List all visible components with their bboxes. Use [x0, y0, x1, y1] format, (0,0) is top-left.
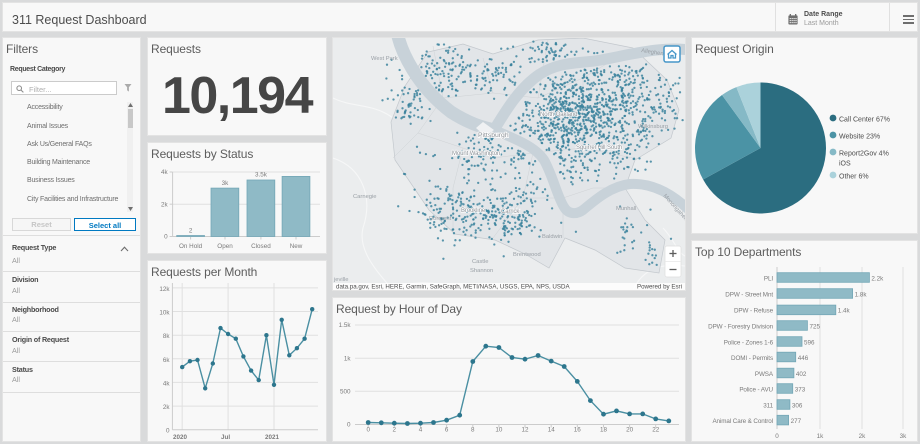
svg-text:West Park: West Park [371, 56, 398, 62]
svg-text:Call Center 67%: Call Center 67% [839, 117, 890, 124]
svg-text:8: 8 [471, 427, 475, 434]
svg-text:Animal Care & Control: Animal Care & Control [712, 418, 773, 425]
svg-text:Open: Open [217, 243, 233, 250]
svg-text:Carrick: Carrick [501, 209, 520, 215]
svg-text:8k: 8k [163, 333, 171, 340]
svg-text:iOS: iOS [839, 161, 851, 168]
svg-text:22: 22 [652, 427, 660, 434]
svg-text:PLI: PLI [764, 275, 774, 282]
svg-text:DPW - Street Mnt: DPW - Street Mnt [725, 291, 773, 298]
svg-text:Castle: Castle [472, 259, 488, 265]
svg-text:10k: 10k [159, 310, 170, 317]
svg-text:1k: 1k [344, 355, 352, 362]
svg-text:Report2Gov 4%: Report2Gov 4% [839, 151, 889, 158]
svg-text:306: 306 [792, 402, 803, 409]
svg-text:4k: 4k [163, 380, 171, 387]
svg-text:0: 0 [164, 234, 168, 241]
svg-text:2021: 2021 [265, 434, 280, 441]
svg-text:596: 596 [804, 339, 815, 346]
svg-text:0: 0 [366, 427, 370, 434]
svg-text:2: 2 [189, 228, 193, 235]
svg-text:Police - Zones 1-6: Police - Zones 1-6 [724, 339, 774, 346]
svg-text:12k: 12k [159, 286, 170, 293]
svg-text:2: 2 [393, 427, 397, 434]
svg-text:Closed: Closed [251, 243, 271, 250]
svg-text:0: 0 [347, 422, 351, 429]
svg-text:6: 6 [445, 427, 449, 434]
svg-text:Alleghen: Alleghen [641, 48, 664, 57]
svg-text:4k: 4k [161, 169, 169, 176]
svg-text:Carnegie: Carnegie [353, 194, 377, 200]
svg-text:Pittsburgh: Pittsburgh [478, 132, 509, 139]
svg-text:725: 725 [810, 323, 821, 330]
svg-text:On Hold: On Hold [179, 243, 203, 250]
svg-text:Police - AVU: Police - AVU [739, 386, 773, 393]
svg-text:2k: 2k [161, 201, 169, 208]
svg-text:New: New [290, 243, 303, 250]
svg-text:Brentwood: Brentwood [513, 252, 541, 258]
svg-text:20: 20 [626, 427, 634, 434]
svg-text:402: 402 [796, 371, 807, 378]
svg-text:PWSA: PWSA [755, 371, 774, 378]
svg-text:Other 6%: Other 6% [839, 174, 869, 181]
svg-text:500: 500 [340, 389, 351, 396]
svg-text:Mount Washington: Mount Washington [452, 151, 500, 157]
svg-text:North Oakland: North Oakland [540, 112, 577, 118]
svg-text:Powered by Esri: Powered by Esri [637, 284, 682, 291]
svg-text:4: 4 [419, 427, 423, 434]
svg-text:10: 10 [495, 427, 503, 434]
svg-text:Brookline: Brookline [461, 208, 486, 214]
svg-text:2020: 2020 [173, 434, 188, 441]
svg-text:Wilkinsburg: Wilkinsburg [638, 124, 668, 130]
svg-text:0: 0 [166, 428, 170, 435]
svg-text:1.8k: 1.8k [855, 291, 868, 298]
svg-text:Shannon: Shannon [470, 268, 493, 274]
svg-text:Baldwin: Baldwin [542, 234, 562, 240]
svg-text:DPW - Forestry Division: DPW - Forestry Division [708, 323, 773, 330]
svg-text:0: 0 [775, 433, 779, 440]
svg-text:373: 373 [795, 386, 806, 393]
svg-text:14: 14 [548, 427, 556, 434]
svg-text:1k: 1k [817, 433, 825, 440]
svg-text:DOMI - Permits: DOMI - Permits [731, 355, 773, 362]
svg-text:446: 446 [798, 355, 809, 362]
svg-text:6k: 6k [163, 357, 171, 364]
svg-text:1.4k: 1.4k [838, 308, 851, 315]
svg-text:2.2k: 2.2k [871, 275, 884, 282]
svg-text:2k: 2k [163, 404, 171, 411]
svg-text:Jul: Jul [221, 434, 230, 441]
svg-text:18: 18 [600, 427, 608, 434]
svg-text:3k: 3k [222, 180, 230, 187]
svg-text:data.pa.gov, Esri, HERE, Garmi: data.pa.gov, Esri, HERE, Garmin, SafeGra… [336, 284, 570, 291]
svg-text:Dormont: Dormont [429, 216, 452, 222]
svg-text:277: 277 [791, 418, 802, 425]
svg-text:16: 16 [574, 427, 582, 434]
svg-text:2k: 2k [859, 433, 867, 440]
svg-text:Squirrel Hill South: Squirrel Hill South [576, 145, 622, 151]
svg-text:311: 311 [763, 402, 773, 409]
svg-text:3.5k: 3.5k [255, 172, 268, 179]
svg-text:Website 23%: Website 23% [839, 134, 880, 141]
svg-text:3k: 3k [900, 433, 908, 440]
svg-text:1.5k: 1.5k [339, 322, 352, 329]
svg-text:Munhall: Munhall [616, 206, 636, 212]
svg-text:DPW - Refuse: DPW - Refuse [734, 308, 774, 315]
svg-text:12: 12 [521, 427, 529, 434]
svg-text:jeville: jeville [333, 277, 349, 283]
